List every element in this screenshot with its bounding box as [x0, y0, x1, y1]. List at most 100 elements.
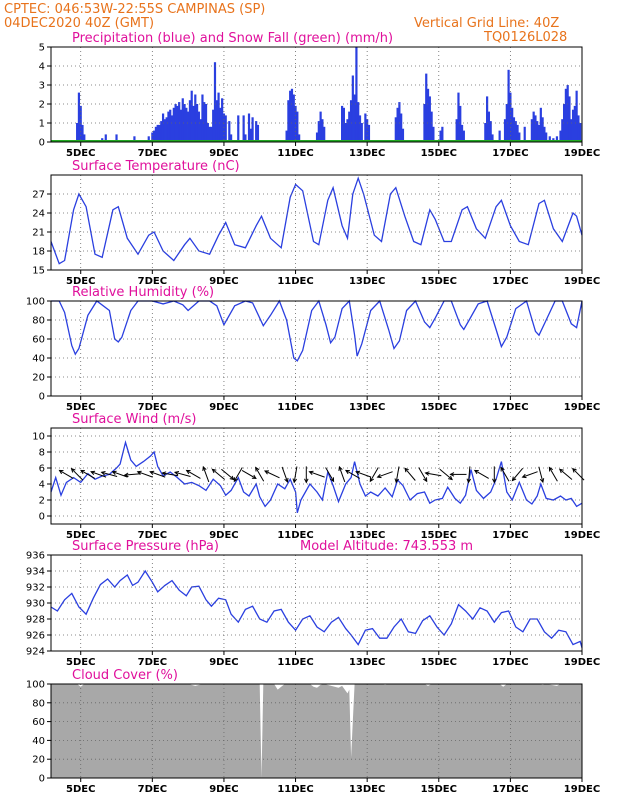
wind-vector-shaft: [174, 471, 191, 477]
precip-bar: [203, 102, 206, 142]
y-tick-label: 100: [26, 297, 45, 308]
precip-bar: [568, 96, 571, 142]
precip-bar: [484, 123, 487, 142]
wind-vector-shaft: [548, 467, 558, 482]
pressure-line: [50, 569, 583, 648]
x-tick-label: 7DEC: [138, 657, 167, 668]
wind-vector-head: [572, 467, 577, 473]
wind-vector: [123, 472, 141, 478]
precip-bar: [577, 115, 580, 142]
precip-bar: [249, 128, 252, 142]
y-tick-label: 20: [32, 373, 45, 384]
precip-bar: [289, 90, 292, 142]
precip-bar: [460, 124, 464, 142]
precip-bar: [536, 121, 539, 142]
wind-vector-head: [292, 478, 297, 484]
precip-bar: [575, 90, 578, 142]
precip-bar: [511, 107, 514, 142]
wind-vector-head: [284, 477, 289, 483]
precip-bar: [351, 75, 354, 142]
precip-bar: [104, 134, 107, 142]
precip-bar: [439, 130, 442, 142]
precip-bar: [221, 98, 224, 142]
wind-vector: [308, 470, 325, 478]
wind-vector-head: [123, 472, 129, 478]
precip-bar: [579, 123, 582, 142]
wind-vector-head: [255, 466, 260, 472]
wind-vector: [149, 470, 166, 478]
x-tick-label: 19DEC: [564, 276, 600, 287]
y-tick-label: 926: [26, 631, 45, 642]
humidity-line: [51, 299, 583, 362]
chart-panels: Precipitation (blue) and Snow Fall (gree…: [26, 31, 600, 795]
cloud-cover-area: [51, 684, 582, 778]
precip-bar: [199, 119, 202, 142]
wind-vector: [521, 471, 538, 479]
precip-bar: [512, 117, 516, 142]
wind-vector-head: [394, 478, 399, 484]
precip-bar: [426, 88, 430, 142]
precip-bar: [213, 62, 217, 143]
precip-bar: [176, 105, 179, 142]
precip-bar: [201, 94, 204, 142]
precip-bar: [366, 119, 369, 142]
precip-bar: [256, 124, 260, 142]
precip-bar: [206, 123, 209, 142]
humidity-panel: Relative Humidity (%) 0 20 40 60 80 100 5DEC 7DE…: [26, 285, 600, 413]
wind-title: Surface Wind (m/s): [72, 412, 196, 427]
precip-bar: [287, 100, 290, 142]
header: CPTEC: 046:53W-22:55S CAMPINAS (SP) 04DE…: [4, 2, 567, 45]
precip-bar: [349, 100, 353, 142]
x-tick-label: 5DEC: [66, 148, 95, 159]
x-tick-label: 7DEC: [138, 148, 167, 159]
wind-vector-head: [263, 470, 270, 475]
x-tick-label: 13DEC: [349, 784, 385, 795]
precip-bar: [532, 111, 535, 142]
wind-vector: [263, 470, 280, 479]
y-tick-label: 1: [39, 119, 45, 130]
wind-vector-shaft: [202, 466, 210, 483]
x-tick-label: 11DEC: [277, 530, 313, 541]
precip-bar: [115, 134, 118, 142]
header-model-code: TQ0126L028: [483, 30, 567, 45]
precip-bar: [573, 105, 576, 142]
wind-vector-head: [500, 466, 505, 472]
wind-vector: [449, 472, 467, 477]
y-tick-label: 10: [32, 432, 45, 443]
wind-vector: [325, 467, 335, 483]
wind-vector: [111, 470, 128, 478]
x-tick-label: 9DEC: [209, 276, 238, 287]
x-tick-label: 5DEC: [66, 276, 95, 287]
wind-vector-shaft: [80, 469, 96, 479]
wind-vector: [500, 466, 510, 482]
y-tick-label: 80: [32, 316, 45, 327]
wind-vector-shaft: [281, 466, 288, 483]
wind-vector: [572, 467, 585, 481]
y-tick-label: 3: [39, 81, 45, 92]
temperature-title: Surface Temperature (nC): [72, 159, 240, 174]
precip-bar: [167, 111, 170, 142]
wind-vector-shaft: [522, 471, 538, 478]
wind-vector-head: [344, 469, 350, 475]
y-tick-label: 4: [39, 62, 45, 73]
y-tick-label: 2: [39, 496, 45, 507]
wind-vector-head: [448, 475, 453, 481]
wind-vector: [418, 467, 428, 483]
precip-bar: [172, 107, 175, 142]
wind-vector-head: [111, 470, 117, 475]
wind-vector-head: [558, 468, 564, 474]
wind-vector-shaft: [439, 468, 453, 480]
precip-bar: [487, 111, 491, 142]
precip-bar: [224, 115, 227, 142]
wind-vector-head: [149, 470, 155, 475]
precip-bar: [398, 102, 401, 142]
precip-bar: [160, 121, 163, 142]
precip-bar: [570, 119, 573, 142]
precip-bar: [360, 123, 363, 142]
precip-bar: [210, 126, 213, 142]
precip-bar: [296, 111, 299, 142]
y-tick-label: 936: [26, 551, 45, 562]
wind-vector-head: [548, 466, 553, 472]
wind-panel: Surface Wind (m/s) 0 2 4 6 8 10 5DEC 7DEC 9DEC 11D…: [32, 412, 600, 541]
x-tick-label: 19DEC: [564, 784, 600, 795]
